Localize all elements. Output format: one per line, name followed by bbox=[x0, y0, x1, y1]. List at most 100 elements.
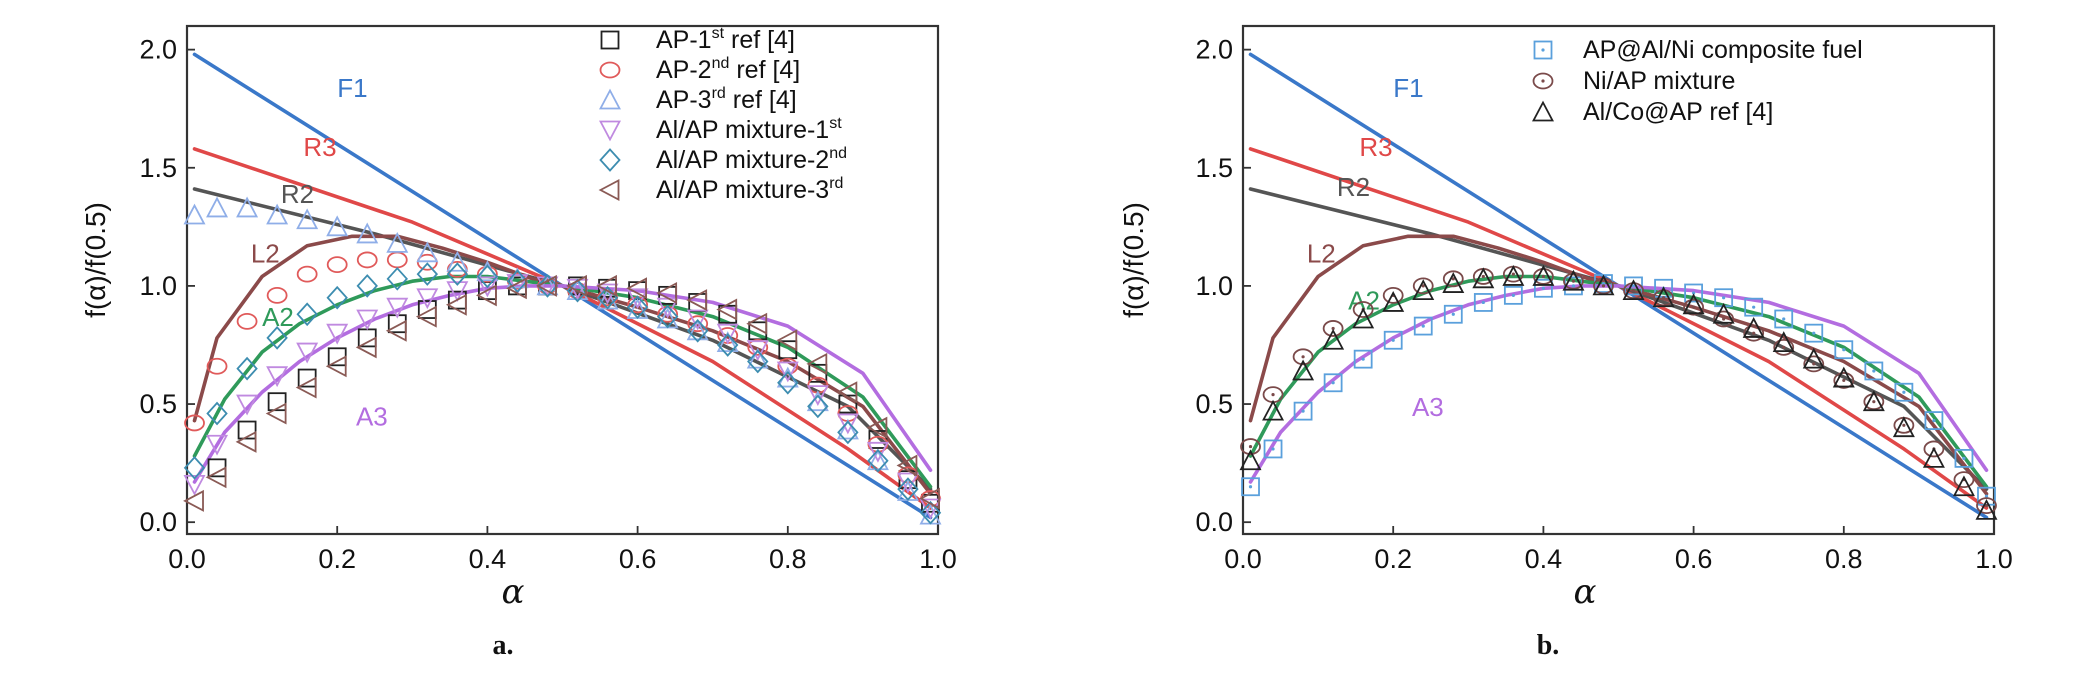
panel-a-point bbox=[184, 414, 205, 432]
legend-label-superscript: st bbox=[829, 115, 842, 132]
panel-a-point bbox=[626, 288, 649, 310]
panel-b-point bbox=[1863, 393, 1885, 411]
panel-a-y-axis: 0.0 0.5 1.0 1.5 2.0 bbox=[139, 35, 195, 537]
panel-a-y-tick-label: 0.5 bbox=[139, 389, 177, 419]
panel-a-point bbox=[296, 208, 319, 230]
panel-a-curve-label-a3: A3 bbox=[356, 401, 388, 431]
panel-b-point bbox=[1804, 323, 1824, 343]
panel-b-y-axis: 0.0 0.5 1.0 1.5 2.0 bbox=[1195, 35, 1251, 537]
panel-a-x-tick-label: 0.2 bbox=[318, 544, 356, 574]
panel-a-point bbox=[416, 253, 438, 271]
panel-a-point bbox=[536, 274, 559, 298]
panel-b-curve-label-r3: R3 bbox=[1359, 132, 1392, 162]
panel-a-point bbox=[267, 392, 287, 412]
panel-b-point bbox=[1864, 361, 1884, 381]
panel-a-point bbox=[235, 430, 257, 453]
legend-label-base: Ni/AP mixture bbox=[1583, 67, 1735, 95]
panel-a-point bbox=[476, 276, 499, 298]
panel-b-ylabel: f(α)/f(0.5) bbox=[1118, 202, 1149, 318]
panel-a-point bbox=[746, 340, 769, 362]
panel-a-point bbox=[183, 474, 206, 496]
panel-b-point bbox=[1652, 286, 1675, 308]
panel-b-point bbox=[1892, 416, 1915, 438]
panel-b-point bbox=[1322, 320, 1344, 337]
panel-b-point bbox=[1773, 338, 1795, 356]
panel-b-point bbox=[1744, 297, 1764, 317]
panel-a-point bbox=[896, 454, 918, 477]
panel-b-point bbox=[1442, 272, 1465, 293]
panel-a-point bbox=[867, 448, 889, 473]
panel-b-point bbox=[1262, 399, 1285, 421]
panel-b-xlabel: α bbox=[1574, 572, 1597, 612]
panel-b-x-tick-label: 0.0 bbox=[1224, 544, 1262, 574]
panel-a-point bbox=[626, 295, 649, 320]
panel-a-ylabel: f(α)/f(0.5) bbox=[80, 202, 111, 318]
panel-a-point bbox=[385, 319, 407, 342]
panel-b-point bbox=[1774, 309, 1794, 329]
panel-b-point bbox=[1683, 298, 1704, 316]
panel-a-point bbox=[415, 305, 437, 328]
panel-a-point bbox=[777, 357, 799, 375]
panel-a-legend-label: Al/AP mixture-2nd bbox=[656, 145, 847, 174]
panel-a-legend-item: Al/AP mixture-1st bbox=[599, 115, 842, 144]
panel-a-point bbox=[183, 489, 204, 512]
panel-a-y-tick-label: 1.5 bbox=[139, 153, 177, 183]
panel-a-point bbox=[326, 285, 348, 310]
panel-a-point bbox=[836, 413, 859, 435]
panel-b-point bbox=[1239, 449, 1262, 471]
panel-b-point bbox=[1532, 265, 1555, 286]
panel-b-legend-symbol bbox=[1533, 40, 1553, 60]
panel-b-point bbox=[1293, 401, 1313, 421]
panel-b-legend-item: Al/Co@AP ref [4] bbox=[1532, 98, 1773, 126]
panel-a-y-tick-label: 0.0 bbox=[139, 507, 177, 537]
panel-a-point bbox=[919, 500, 942, 525]
panel-b-point bbox=[1292, 348, 1314, 366]
panel-b-series-al-co-ap-ref-4 bbox=[1239, 265, 1998, 520]
panel-a-point bbox=[295, 376, 317, 399]
panel-a-legend-symbol bbox=[598, 179, 620, 201]
panel-b-label: b. bbox=[1537, 630, 1560, 661]
panel-a-point bbox=[897, 477, 919, 501]
panel-b-point bbox=[1502, 265, 1525, 286]
panel-b-legend-symbol bbox=[1532, 100, 1554, 122]
panel-b-point bbox=[1263, 439, 1283, 459]
panel-a-point bbox=[716, 323, 739, 345]
panel-b-point bbox=[1382, 286, 1404, 304]
panel-a-point bbox=[838, 394, 858, 414]
panel-b-point bbox=[1442, 270, 1464, 288]
panel-b-point bbox=[1412, 277, 1434, 295]
panel-b-y-tick-label: 0.5 bbox=[1195, 389, 1233, 419]
panel-b-point bbox=[1562, 269, 1585, 291]
panel-a-point bbox=[806, 385, 829, 407]
panel-b-point bbox=[1976, 497, 1997, 515]
panel-b-point bbox=[1772, 331, 1795, 353]
panel-b-point bbox=[1413, 316, 1433, 336]
panel-a-point bbox=[716, 331, 739, 353]
panel-a-point bbox=[416, 241, 439, 263]
panel-b-point bbox=[1503, 285, 1523, 305]
panel-a-point bbox=[297, 368, 317, 388]
panel-a-point bbox=[836, 381, 858, 404]
panel-a-legend-item: AP-2nd ref [4] bbox=[599, 55, 800, 84]
panel-b-legend-label: Al/Co@AP ref [4] bbox=[1583, 98, 1773, 126]
panel-a-legend-symbol bbox=[599, 148, 621, 172]
panel-a-point bbox=[475, 284, 497, 307]
panel-a-point bbox=[446, 262, 469, 286]
panel-b-point bbox=[1834, 340, 1854, 360]
panel-a-point bbox=[687, 315, 709, 333]
panel-a-point bbox=[266, 326, 288, 350]
panel-a-y-tick-label: 1.0 bbox=[139, 271, 177, 301]
panel-a-point bbox=[686, 289, 708, 312]
panel-a-point bbox=[236, 356, 258, 381]
panel-b-curve-label-r2: R2 bbox=[1337, 172, 1370, 202]
panel-a-point bbox=[746, 347, 769, 369]
legend-label-tail: ref [4] bbox=[724, 26, 795, 54]
panel-b-point bbox=[1712, 302, 1735, 324]
panel-a-xlabel: α bbox=[502, 572, 525, 612]
panel-a-point bbox=[183, 203, 206, 225]
panel-a-x-tick-label: 0.8 bbox=[769, 544, 807, 574]
panel-b-point bbox=[1975, 498, 1998, 520]
